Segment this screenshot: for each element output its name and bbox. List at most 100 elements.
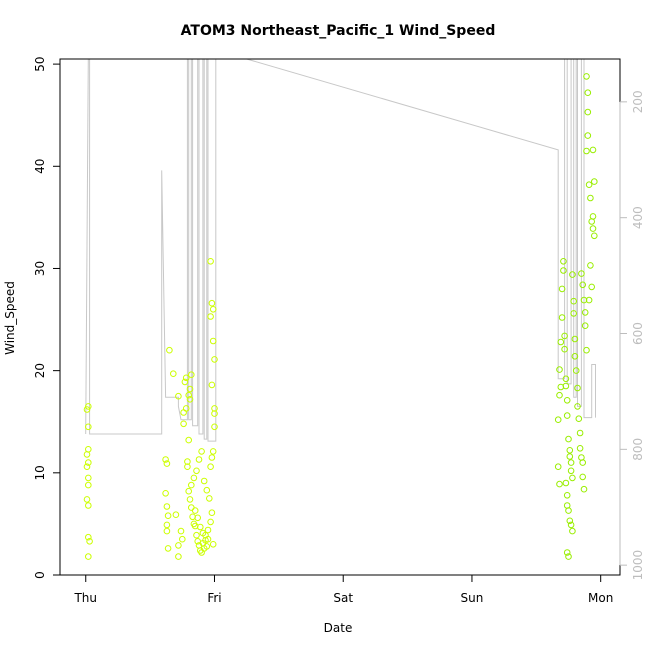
data-point <box>185 487 192 495</box>
data-point <box>206 495 213 502</box>
data-point <box>164 545 172 552</box>
data-point <box>85 474 92 482</box>
data-point <box>587 194 594 202</box>
data-point <box>565 553 572 560</box>
data-point <box>86 538 93 545</box>
data-point <box>561 345 568 353</box>
data-point <box>203 543 211 550</box>
data-point <box>83 463 91 471</box>
data-point <box>563 397 571 404</box>
data-point <box>186 396 194 403</box>
data-point <box>575 415 583 423</box>
data-point <box>85 502 92 509</box>
data-point <box>198 448 205 455</box>
data-point <box>163 460 171 467</box>
data-point <box>560 258 567 265</box>
data-point <box>566 447 574 454</box>
data-point <box>572 367 580 374</box>
data-point <box>554 463 562 471</box>
data-point <box>557 338 565 346</box>
data-point <box>208 381 216 389</box>
data-point <box>83 496 91 503</box>
x-tick-label: Fri <box>207 591 221 605</box>
data-point <box>565 435 572 443</box>
y-tick-label: 40 <box>33 159 47 174</box>
data-point <box>85 459 92 466</box>
data-point <box>163 521 171 529</box>
x-tick-label: Mon <box>588 591 613 605</box>
x-axis-label: Date <box>324 621 353 635</box>
data-point <box>175 542 182 549</box>
data-point <box>85 403 92 410</box>
right-tick-label: 1000 <box>631 550 645 581</box>
data-point <box>589 225 597 232</box>
y-axis-label: Wind_Speed <box>3 281 17 355</box>
data-point <box>203 486 211 494</box>
data-point <box>556 366 563 373</box>
plot-frame <box>59 58 621 576</box>
data-point <box>569 271 576 278</box>
data-point <box>85 553 92 560</box>
right-tick-label: 200 <box>631 90 645 113</box>
data-point <box>589 146 597 154</box>
x-tick-label: Sun <box>461 591 484 605</box>
data-point <box>181 378 189 386</box>
data-point <box>204 526 212 534</box>
data-point <box>571 335 579 343</box>
data-point <box>190 474 198 482</box>
data-point <box>180 409 187 416</box>
data-point <box>583 346 590 354</box>
data-point <box>580 485 588 493</box>
y-tick-label: 0 <box>33 571 47 579</box>
data-point <box>581 322 589 330</box>
y-axis: 0 10 20 30 40 50 <box>33 56 61 579</box>
data-point <box>565 507 572 514</box>
data-point <box>562 382 570 390</box>
data-point <box>579 473 587 481</box>
data-point <box>585 296 593 304</box>
data-point <box>584 132 592 139</box>
data-point <box>558 285 566 293</box>
data-point <box>570 297 578 305</box>
data-point <box>175 553 182 560</box>
data-point <box>182 374 190 382</box>
data-point <box>185 391 192 399</box>
data-point <box>207 258 214 265</box>
right-tick-label: 400 <box>631 206 645 229</box>
data-point <box>584 108 592 116</box>
data-point <box>211 423 218 431</box>
data-point <box>163 527 171 535</box>
data-point <box>208 454 216 461</box>
data-point <box>191 507 199 514</box>
data-point <box>194 514 201 522</box>
data-point <box>185 436 192 444</box>
x-tick-label: Thu <box>73 591 97 605</box>
data-point <box>162 456 169 463</box>
data-point <box>567 467 575 475</box>
y-tick-label: 50 <box>33 56 47 71</box>
data-point <box>569 474 576 482</box>
right-axis: 200 400 600 800 1000 <box>619 90 645 581</box>
data-point <box>554 416 562 424</box>
data-point <box>83 451 91 458</box>
data-point <box>179 535 186 543</box>
data-point <box>576 445 584 452</box>
data-point <box>585 181 593 188</box>
data-point <box>579 281 587 289</box>
data-point <box>186 385 194 393</box>
right-tick-label: 800 <box>631 438 645 461</box>
data-point <box>580 296 588 304</box>
data-point <box>562 479 570 487</box>
data-point <box>162 490 169 497</box>
data-point <box>566 517 574 525</box>
data-point <box>209 541 217 548</box>
data-point <box>563 492 571 499</box>
data-point <box>188 371 195 379</box>
data-point <box>180 420 187 428</box>
data-point <box>578 270 585 277</box>
data-point <box>576 429 584 437</box>
data-point <box>567 521 575 529</box>
data-point <box>563 412 571 419</box>
data-point <box>170 370 177 378</box>
